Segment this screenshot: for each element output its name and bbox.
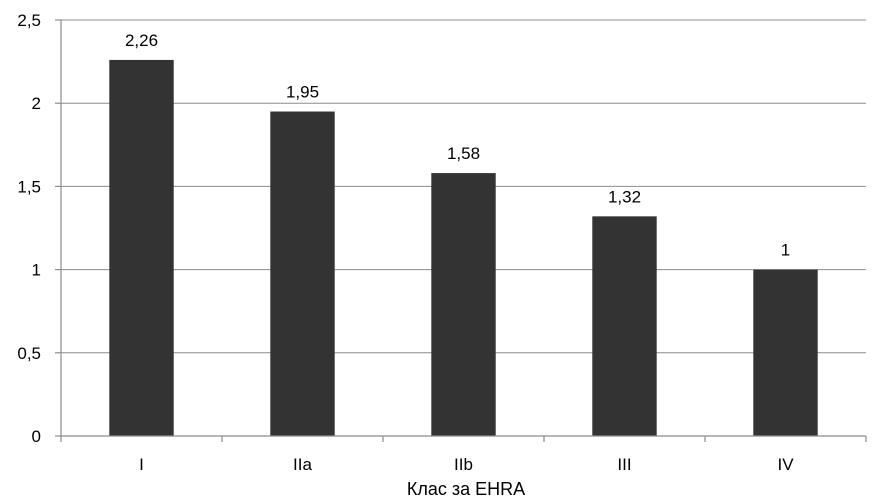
data-label: 1: [781, 241, 790, 260]
y-tick-label: 0: [32, 427, 41, 446]
bar: [270, 111, 335, 437]
y-tick-label: 2,5: [17, 11, 41, 30]
bars: 2,26 1,95 1,58 1,32 1: [109, 31, 818, 437]
y-tick-label: 0,5: [17, 344, 41, 363]
x-axis-title: Клас за EHRA: [407, 479, 525, 499]
x-tick-label: I: [139, 455, 144, 474]
data-label: 1,58: [447, 144, 480, 163]
bar: [431, 173, 496, 436]
bar: [753, 269, 818, 436]
bar: [109, 59, 174, 436]
bar: [592, 216, 657, 436]
data-label: 1,32: [608, 187, 641, 206]
x-tick-label: IV: [777, 455, 794, 474]
y-tick-label: 1: [32, 261, 41, 280]
x-tick-label: IIb: [454, 455, 473, 474]
y-tick-label: 1,5: [17, 177, 41, 196]
y-tick-label: 2: [32, 94, 41, 113]
data-label: 1,95: [286, 83, 319, 102]
data-label: 2,26: [125, 31, 158, 50]
y-axis-ticks: 0 0,5 1 1,5 2 2,5: [17, 11, 62, 446]
x-axis: I IIa IIb III IV: [60, 435, 867, 474]
x-tick-label: III: [617, 455, 631, 474]
x-tick-label: IIa: [293, 455, 312, 474]
